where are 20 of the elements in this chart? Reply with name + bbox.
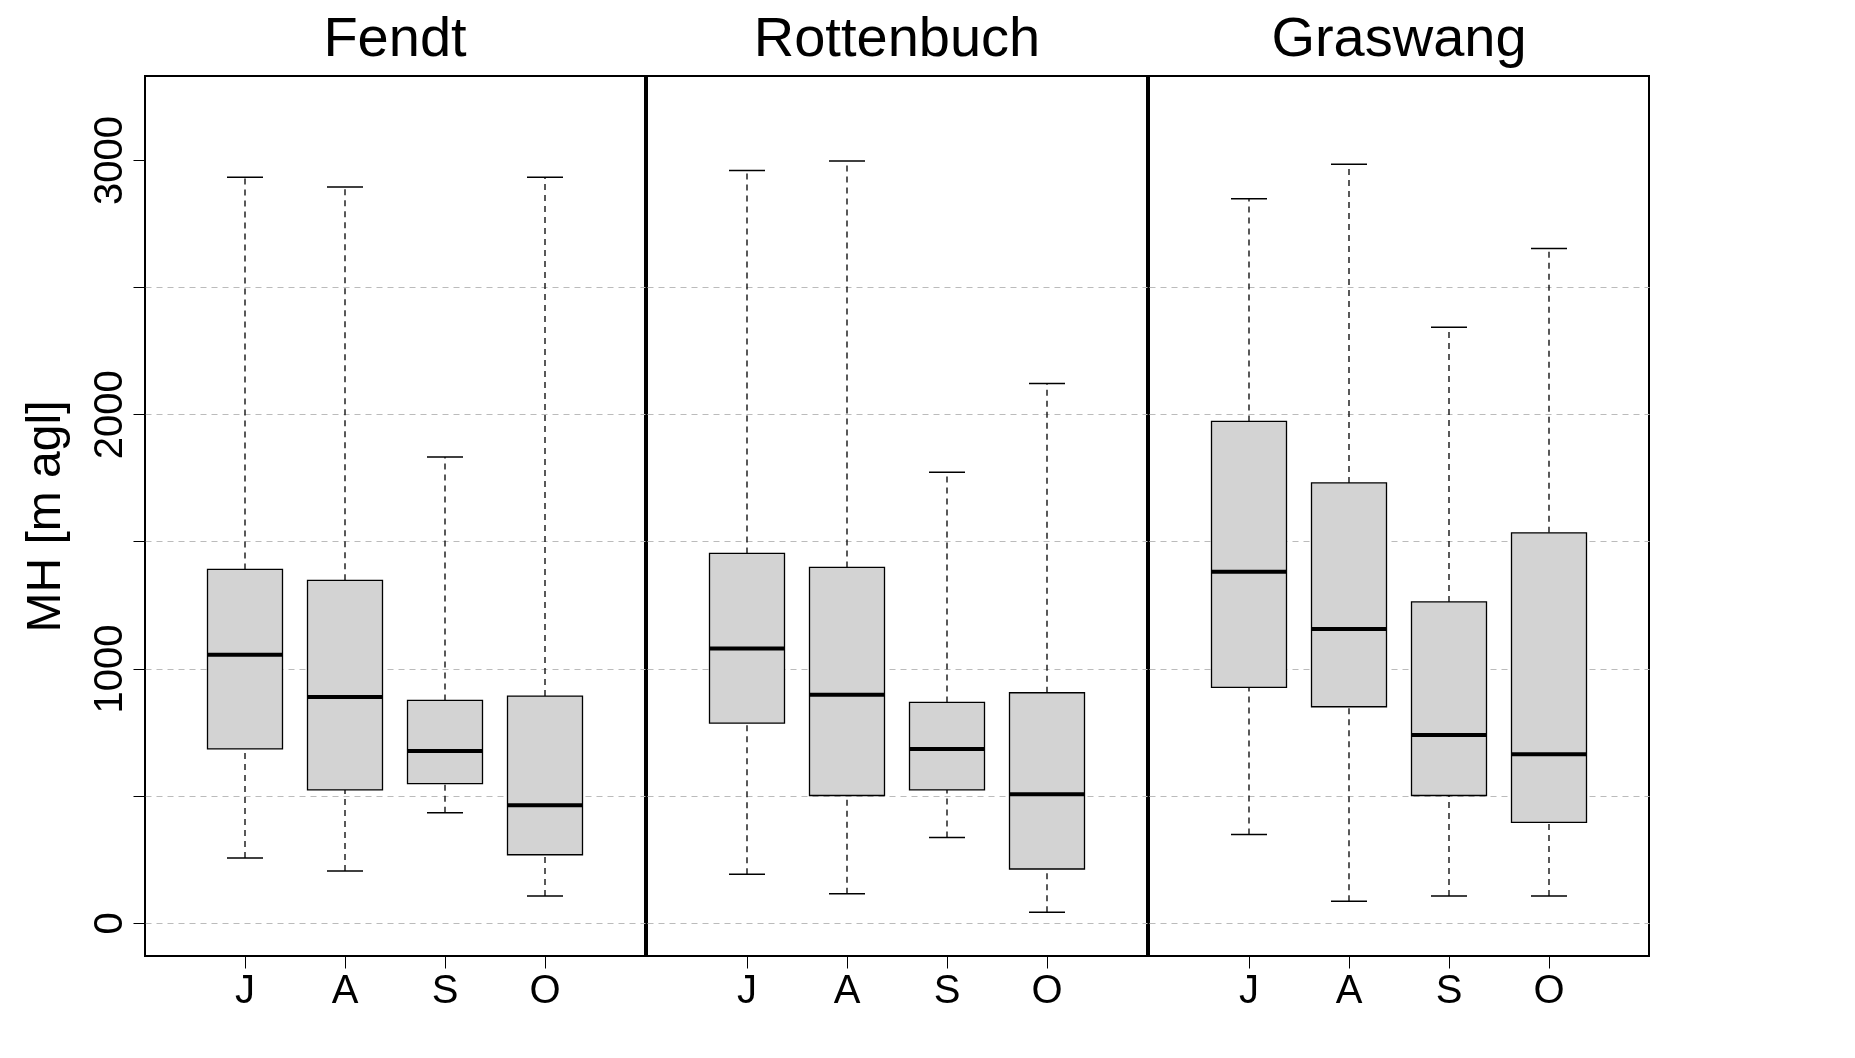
y-tick-label: 2000: [85, 370, 130, 460]
x-tick-label: J: [737, 966, 757, 1011]
y-tick-label: 3000: [85, 115, 130, 205]
x-tick-label: A: [1335, 966, 1363, 1011]
y-tick-label: 0: [85, 912, 130, 935]
x-tick-label: J: [235, 966, 255, 1011]
chart-title: Fendt: [323, 5, 468, 68]
x-tick-label: O: [1533, 966, 1565, 1011]
y-tick-label: 1000: [85, 624, 130, 714]
x-tick-label: S: [933, 966, 961, 1011]
x-tick-label: O: [1031, 966, 1063, 1011]
x-tick-label: O: [529, 966, 561, 1011]
x-tick-label: A: [331, 966, 359, 1011]
chart-title: Graswang: [1271, 5, 1527, 68]
chart-title: Rottenbuch: [753, 5, 1041, 68]
x-tick-label: S: [431, 966, 459, 1011]
x-tick-label: S: [1435, 966, 1463, 1011]
x-tick-label: J: [1239, 966, 1259, 1011]
x-tick-label: A: [833, 966, 861, 1011]
y-axis-title: MH [m agl]: [16, 400, 70, 633]
